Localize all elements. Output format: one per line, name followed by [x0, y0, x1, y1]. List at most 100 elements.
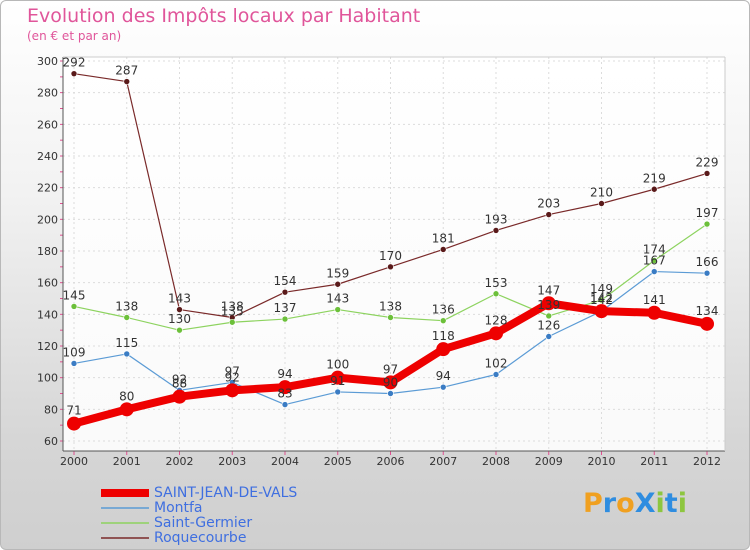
data-point [123, 350, 131, 358]
data-label: 71 [66, 404, 81, 418]
data-point [281, 401, 289, 408]
data-label: 145 [63, 288, 86, 302]
data-point [703, 170, 711, 177]
legend-label-saint-germier: Saint-Germier [154, 515, 253, 531]
y-tick-label: 220 [37, 182, 58, 195]
data-label: 137 [274, 301, 297, 315]
data-label: 102 [485, 357, 508, 371]
data-point [545, 312, 553, 320]
data-point [281, 315, 289, 323]
data-point [278, 380, 292, 395]
data-point [650, 185, 658, 193]
data-label: 174 [643, 243, 666, 257]
data-label: 153 [485, 276, 508, 290]
y-tick-label: 160 [37, 277, 58, 290]
data-label: 292 [63, 56, 86, 70]
legend-label-montfa: Montfa [154, 500, 203, 516]
data-point [436, 342, 451, 357]
data-label: 134 [696, 304, 719, 318]
data-label: 197 [696, 206, 719, 220]
data-label: 115 [115, 336, 138, 350]
data-label: 203 [537, 197, 560, 211]
data-point [70, 360, 78, 367]
data-label: 128 [485, 313, 508, 327]
data-point [489, 326, 503, 341]
y-tick-label: 260 [37, 118, 58, 131]
data-label: 229 [696, 155, 719, 169]
data-point [545, 333, 553, 340]
y-tick-label: 120 [37, 340, 58, 353]
data-point [70, 303, 78, 310]
x-tick-label: 2010 [588, 455, 616, 468]
axes: 60 80 100 120 140 160 180 200 220 240 260 280 300 200… [37, 55, 726, 468]
data-point [70, 70, 78, 77]
logo-letter-6: t [664, 488, 678, 519]
data-label: 92 [172, 372, 187, 386]
data-point [647, 305, 662, 320]
data-point [387, 390, 394, 397]
data-point [123, 78, 131, 85]
x-tick-label: 2006 [377, 455, 405, 468]
data-label: 109 [63, 345, 86, 359]
data-label: 136 [432, 303, 455, 317]
x-tick-label: 2007 [429, 455, 457, 468]
data-point [225, 383, 240, 398]
data-label: 100 [326, 358, 349, 372]
data-label: 143 [168, 292, 191, 306]
logo-letter-2: r [602, 488, 617, 519]
data-label: 287 [115, 64, 138, 78]
legend-swatches [101, 489, 149, 539]
y-tick-label: 100 [37, 372, 58, 385]
data-label: 138 [221, 300, 244, 314]
data-label: 126 [537, 319, 560, 333]
data-label: 154 [274, 274, 297, 288]
data-point [439, 246, 447, 253]
data-point [594, 304, 609, 319]
data-point [492, 227, 500, 234]
data-point [703, 269, 711, 277]
y-tick-label: 80 [44, 403, 58, 416]
legend-label-roquecourbe: Roquecourbe [154, 530, 247, 546]
data-point [176, 306, 183, 313]
data-label: 118 [432, 329, 455, 343]
data-point [334, 388, 342, 396]
chart-title: Evolution des Impôts locaux par Habitant [27, 5, 421, 27]
data-label: 181 [432, 231, 455, 245]
data-point [383, 375, 398, 390]
x-tick-label: 2001 [113, 455, 141, 468]
data-point [387, 263, 394, 271]
data-label: 193 [485, 212, 508, 226]
data-point [439, 317, 447, 324]
data-point [334, 280, 342, 288]
y-tick-label: 60 [44, 435, 58, 448]
y-tick-label: 300 [37, 55, 58, 68]
data-point [228, 318, 236, 326]
data-label: 88 [172, 377, 187, 391]
logo-letter-1: P [583, 488, 603, 519]
data-label: 166 [696, 255, 719, 269]
data-label: 97 [225, 364, 240, 378]
x-tick-label: 2003 [218, 455, 246, 468]
x-tick-label: 2008 [482, 455, 510, 468]
data-point [650, 257, 658, 264]
data-point [492, 371, 500, 378]
data-label: 91 [330, 374, 345, 388]
chart-subtitle: (en € et par an) [27, 29, 122, 43]
data-label: 170 [379, 249, 402, 263]
y-tick-label: 180 [37, 245, 58, 258]
x-tick-label: 2000 [60, 455, 88, 468]
data-point [541, 296, 556, 311]
data-point [334, 306, 342, 313]
data-label: 138 [115, 300, 138, 314]
data-label: 83 [277, 387, 292, 401]
data-label: 90 [383, 376, 398, 390]
y-tick-label: 240 [37, 150, 58, 163]
y-tick-label: 140 [37, 308, 58, 321]
data-label: 159 [326, 266, 349, 280]
x-tick-label: 2005 [324, 455, 352, 468]
data-label: 139 [537, 298, 560, 312]
x-tick-label: 2002 [166, 455, 194, 468]
data-label: 142 [590, 293, 613, 307]
data-point [703, 220, 711, 228]
